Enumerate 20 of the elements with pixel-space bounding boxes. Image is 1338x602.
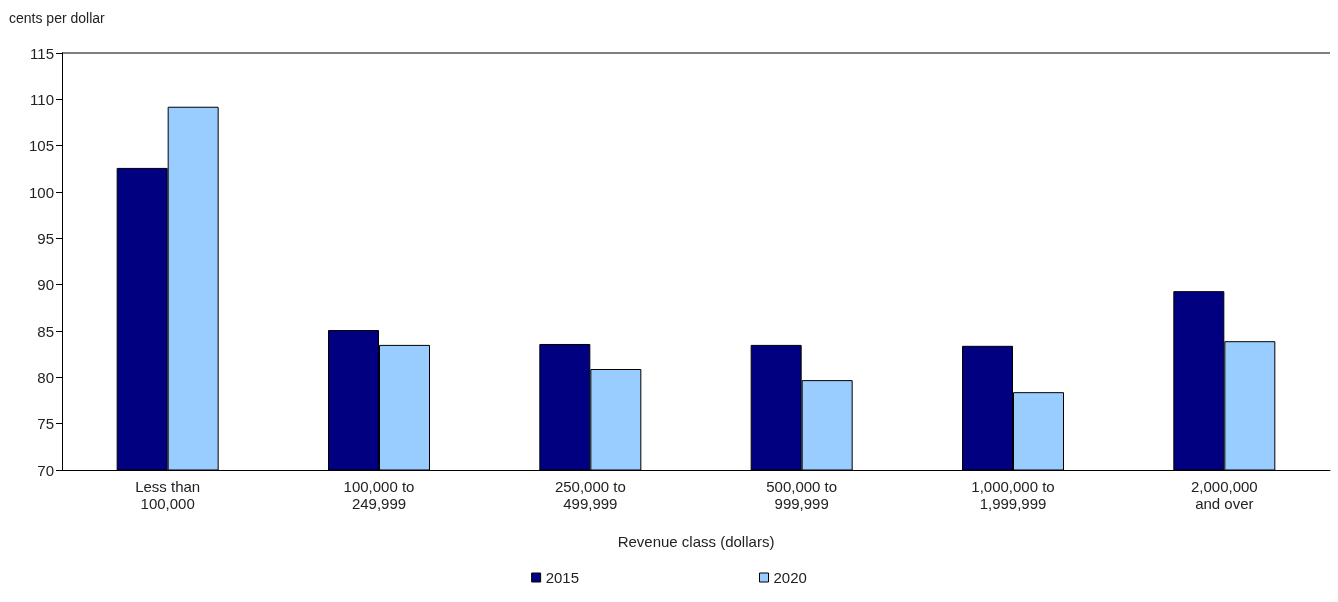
x-axis-title: Revenue class (dollars) — [617, 533, 775, 550]
y-tick-label: 95 — [37, 229, 54, 247]
y-tick-label: 75 — [37, 415, 54, 433]
y-tick-label: 80 — [37, 368, 54, 386]
y-tick-label: 70 — [37, 461, 54, 479]
x-tick-label: 500,000 to 999,999 — [766, 478, 838, 512]
y-tick-label: 115 — [30, 44, 54, 62]
y-tick-label: 100 — [28, 183, 54, 201]
y-axis-title: cents per dollar — [9, 10, 106, 26]
y-tick-label: 85 — [37, 322, 54, 340]
x-tick-label: Less than 100,000 — [135, 478, 201, 512]
legend-label: 2020 — [773, 569, 807, 586]
x-tick-label: 1,000,000 to 1,999,999 — [971, 478, 1055, 512]
x-tick-label: 2,000,000 and over — [1190, 478, 1258, 512]
y-tick-label: 110 — [30, 90, 54, 108]
legend-label: 2015 — [545, 569, 580, 586]
x-tick-label: 100,000 to 249,999 — [343, 478, 415, 512]
y-tick-label: 105 — [28, 137, 54, 155]
x-tick-label: 250,000 to 499,999 — [554, 478, 626, 512]
y-tick-label: 90 — [37, 276, 54, 294]
